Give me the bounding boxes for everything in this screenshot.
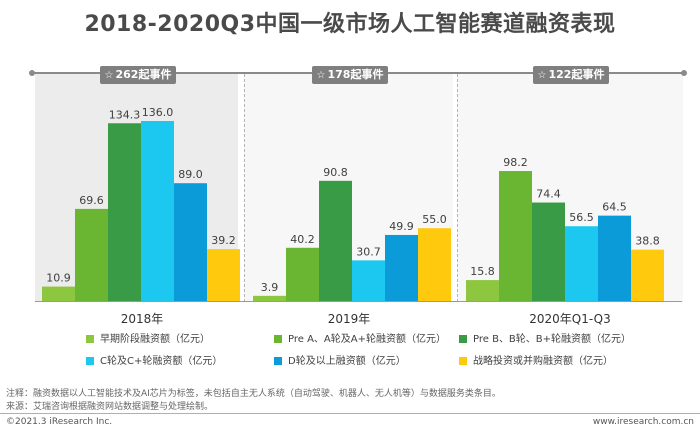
- bar-4-1: [141, 121, 174, 301]
- data-label-6-2: 55.0: [422, 213, 447, 226]
- legend-label: Pre B、B轮、B+轮融资额（亿元）: [473, 334, 632, 345]
- star-icon: ☆: [537, 70, 547, 81]
- event-count-badge-2018: ☆ 262起事件: [100, 66, 176, 84]
- data-label-6-1: 39.2: [211, 234, 236, 247]
- category-label-2018: 2018年: [120, 312, 164, 326]
- data-label-5-2: 49.9: [389, 220, 414, 233]
- event-count-2020: 122起事件: [548, 68, 605, 81]
- event-count-badge-2020: ☆ 122起事件: [533, 66, 609, 84]
- bar-4-3: [565, 226, 598, 301]
- data-label-4-2: 30.7: [356, 245, 381, 258]
- data-label-1-3: 15.8: [470, 265, 495, 278]
- bar-3-2: [319, 180, 352, 301]
- legend-swatch: [86, 335, 94, 343]
- legend-item-round-d: D轮及以上融资额（亿元）: [274, 352, 406, 367]
- legend-item-round-a: Pre A、A轮及A+轮融资额（亿元）: [274, 330, 446, 345]
- copyright: ©2021.3 iResearch Inc.: [6, 417, 113, 427]
- bar-6-1: [207, 249, 240, 301]
- bar-2-3: [499, 171, 532, 301]
- legend-label: D轮及以上融资额（亿元）: [288, 356, 406, 367]
- legend-item-early: 早期阶段融资额（亿元）: [86, 330, 210, 345]
- legend-swatch: [86, 357, 94, 365]
- data-label-4-1: 136.0: [142, 106, 174, 119]
- data-label-2-2: 40.2: [290, 233, 315, 246]
- data-label-3-1: 134.3: [109, 108, 141, 121]
- bar-1-2: [253, 295, 286, 301]
- category-label-2019: 2019年: [327, 312, 371, 326]
- event-count-2019: 178起事件: [327, 68, 384, 81]
- legend-swatch: [274, 357, 282, 365]
- bar-2-2: [286, 247, 319, 301]
- bar-3-1: [108, 123, 141, 301]
- event-count-badge-2019: ☆ 178起事件: [312, 66, 388, 84]
- data-label-6-3: 38.8: [635, 235, 660, 248]
- data-label-5-1: 89.0: [178, 168, 203, 181]
- bar-5-2: [385, 234, 418, 301]
- data-label-2-1: 69.6: [79, 194, 104, 207]
- legend-item-round-b: Pre B、B轮、B+轮融资额（亿元）: [459, 330, 631, 345]
- data-label-4-3: 56.5: [569, 211, 594, 224]
- note-remark: 注释：融资数据以人工智能技术及AI芯片为标签，未包括自主无人系统（自动驾驶、机器…: [6, 389, 501, 399]
- site-url: www.iresearch.com.cn: [592, 417, 694, 427]
- bar-3-3: [532, 202, 565, 301]
- data-label-1-2: 3.9: [261, 281, 279, 294]
- legend-label: C轮及C+轮融资额（亿元）: [100, 356, 223, 367]
- note-source: 来源：艾瑞咨询根据融资网站数据调整与处理绘制。: [6, 402, 214, 412]
- star-icon: ☆: [104, 70, 114, 81]
- data-label-5-3: 64.5: [602, 201, 627, 214]
- bar-2-1: [75, 208, 108, 301]
- data-label-3-3: 74.4: [536, 188, 561, 201]
- data-label-2-3: 98.2: [503, 156, 528, 169]
- bar-5-3: [598, 215, 631, 301]
- chart-title: 2018-2020Q3中国一级市场人工智能赛道融资表现: [84, 12, 616, 37]
- bar-6-2: [418, 228, 451, 301]
- data-label-3-2: 90.8: [323, 166, 348, 179]
- legend-label: 早期阶段融资额（亿元）: [100, 334, 210, 345]
- data-label-1-1: 10.9: [46, 272, 71, 285]
- rule-dot-left: [29, 70, 35, 76]
- legend-swatch: [459, 335, 467, 343]
- footer: ©2021.3 iResearch Inc. www.iresearch.com…: [0, 413, 700, 432]
- bar-1-3: [466, 280, 499, 301]
- bar-1-1: [42, 286, 75, 301]
- legend-swatch: [459, 357, 467, 365]
- legend-item-round-c: C轮及C+轮融资额（亿元）: [86, 352, 222, 367]
- bar-5-1: [174, 183, 207, 301]
- legend-swatch: [274, 335, 282, 343]
- legend-item-strategic: 战略投资或并购融资额（亿元）: [459, 352, 613, 367]
- rule-dot-right: [681, 70, 687, 76]
- bar-6-3: [631, 249, 664, 301]
- x-axis-line: [35, 301, 682, 302]
- event-count-2018: 262起事件: [115, 68, 172, 81]
- category-label-2020: 2020年Q1-Q3: [529, 312, 611, 326]
- star-icon: ☆: [316, 70, 326, 81]
- bar-4-2: [352, 260, 385, 301]
- legend-label: Pre A、A轮及A+轮融资额（亿元）: [288, 334, 446, 345]
- legend-label: 战略投资或并购融资额（亿元）: [473, 356, 613, 367]
